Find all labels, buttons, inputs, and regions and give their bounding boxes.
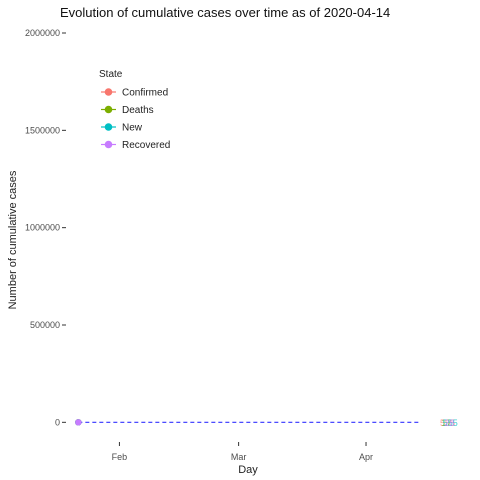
legend-item-new: New xyxy=(101,123,143,134)
legend-label: Recovered xyxy=(122,140,170,151)
end-label-confirmed: 555 xyxy=(440,418,455,428)
legend-item-confirmed: Confirmed xyxy=(101,88,168,99)
x-tick-label: Mar xyxy=(231,452,247,462)
legend-title: State xyxy=(99,69,123,80)
y-tick-label: 500000 xyxy=(30,320,60,330)
end-label-new: 555 xyxy=(443,418,458,428)
legend: State Confirmed Deaths New Recovered xyxy=(99,69,170,151)
legend-label: New xyxy=(122,123,143,134)
y-tick-label: 1000000 xyxy=(25,223,60,233)
legend-key-point xyxy=(104,105,113,114)
legend-key-point xyxy=(104,140,113,149)
x-tick-label: Apr xyxy=(359,452,373,462)
legend-label: Deaths xyxy=(122,105,154,116)
x-axis-title: Day xyxy=(238,464,258,476)
series-point-recovered xyxy=(75,419,82,426)
legend-key-point xyxy=(104,88,113,96)
chart-title: Evolution of cumulative cases over time … xyxy=(60,5,390,20)
legend-label: Confirmed xyxy=(122,88,168,99)
y-axis: 0 500000 1000000 1500000 2000000 xyxy=(25,28,66,427)
y-tick-label: 2000000 xyxy=(25,28,60,38)
legend-key-point xyxy=(104,123,113,131)
x-axis: Feb Mar Apr xyxy=(112,442,373,462)
y-tick-label: 1500000 xyxy=(25,125,60,135)
end-label-recovered: 28 xyxy=(444,418,454,428)
legend-item-deaths: Deaths xyxy=(101,105,154,116)
legend-item-recovered: Recovered xyxy=(101,140,170,151)
x-tick-label: Feb xyxy=(112,452,128,462)
end-label-deaths: 17 xyxy=(441,418,451,428)
plot-area xyxy=(75,419,420,426)
y-axis-title: Number of cumulative cases xyxy=(7,170,19,309)
y-tick-label: 0 xyxy=(55,417,60,427)
